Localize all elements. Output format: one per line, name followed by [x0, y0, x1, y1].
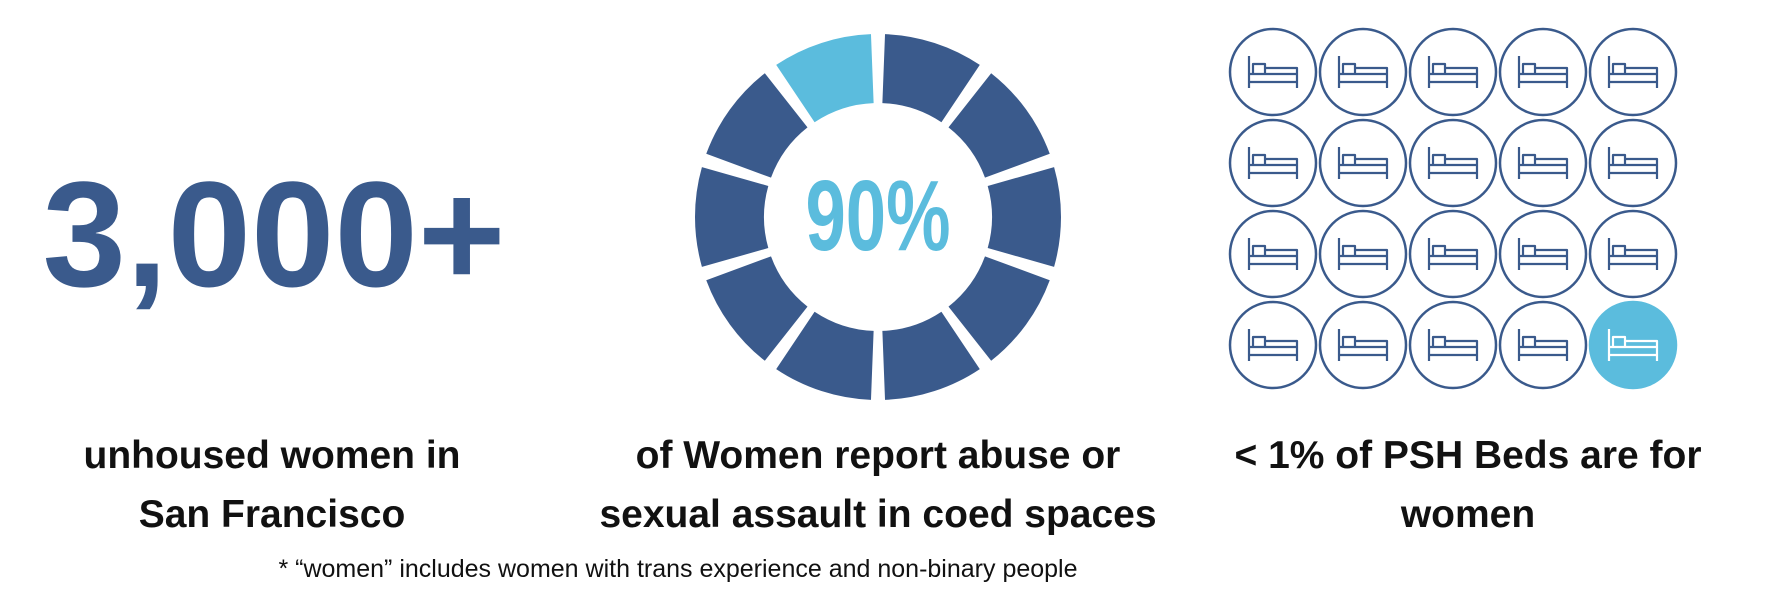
donut-segment: [948, 256, 1050, 361]
bed-circle: [1228, 300, 1318, 390]
bed-circle: [1498, 27, 1588, 117]
caption: < 1% of PSH Beds are for: [1234, 434, 1701, 477]
bed-circle: [1588, 300, 1678, 390]
bed-circle: [1408, 300, 1498, 390]
donut-segment: [706, 73, 808, 178]
donut-segment: [776, 311, 874, 400]
bed-circle: [1498, 300, 1588, 390]
caption: San Francisco: [139, 493, 406, 536]
bed-circle: [1318, 209, 1408, 299]
caption: of Women report abuse or: [636, 434, 1121, 477]
bed-circle: [1588, 209, 1678, 299]
bed-circle: [1498, 209, 1588, 299]
bed-circle: [1318, 300, 1408, 390]
bed-circle: [1588, 27, 1678, 117]
bed-circle: [1408, 209, 1498, 299]
bed-circle: [1318, 27, 1408, 117]
donut-segment: [987, 167, 1061, 267]
bed-circle: [1228, 118, 1318, 208]
donut-segment: [776, 34, 874, 123]
caption: sexual assault in coed spaces: [599, 493, 1156, 536]
bed-grid: [1228, 27, 1678, 390]
caption: unhoused women in: [84, 434, 461, 477]
stat-figure: 3,000+: [43, 150, 506, 318]
donut-segment: [694, 167, 769, 267]
bed-circle: [1408, 118, 1498, 208]
bed-circle: [1498, 118, 1588, 208]
donut: [694, 34, 1061, 400]
bed-circle: [1408, 27, 1498, 117]
donut-segment: [948, 73, 1050, 178]
bed-circle: [1588, 118, 1678, 208]
footnote: * “women” includes women with trans expe…: [278, 555, 1077, 583]
caption: women: [1400, 493, 1535, 536]
bed-circle: [1318, 118, 1408, 208]
donut-segment: [882, 311, 980, 400]
bed-circle: [1228, 209, 1318, 299]
donut-segment: [706, 256, 808, 361]
stat-figure: 90%: [806, 160, 951, 272]
donut-segment: [882, 34, 980, 123]
bed-circle: [1228, 27, 1318, 117]
